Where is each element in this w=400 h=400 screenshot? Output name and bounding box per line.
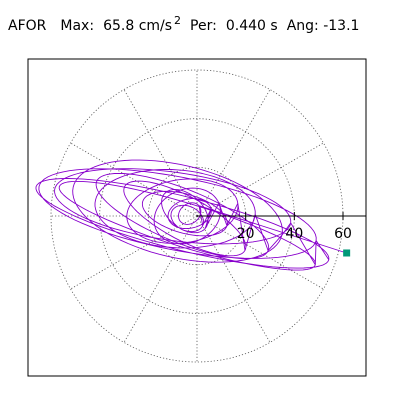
per-value: 0.440 xyxy=(225,18,266,34)
max-unit-exponent: 2 xyxy=(174,14,182,27)
grid-spoke-30 xyxy=(196,142,324,217)
max-unit: cm/s xyxy=(138,18,173,34)
max-label: Max: xyxy=(60,18,95,34)
grid-spoke-150 xyxy=(70,142,198,217)
end-marker xyxy=(343,249,351,257)
ang-value: -13.1 xyxy=(323,18,360,34)
end-marker-group xyxy=(343,249,351,257)
grid-spoke-120 xyxy=(123,89,198,217)
grid-spoke-240 xyxy=(123,215,198,343)
per-label: Per: xyxy=(190,18,217,34)
tick-label-60: 60 xyxy=(334,226,352,242)
max-value: 65.8 xyxy=(103,18,135,34)
tick-label-20: 20 xyxy=(237,226,255,242)
header: AFOR Max: 65.8 cm/s 2 Per: 0.440 s Ang: -13.1 xyxy=(8,14,360,35)
grid-spoke-60 xyxy=(196,89,271,217)
grid-spoke-330 xyxy=(196,215,324,290)
per-unit: s xyxy=(270,18,278,34)
ang-label: Ang: xyxy=(286,18,319,34)
trace-path xyxy=(35,159,347,271)
orbit-trace xyxy=(35,159,347,271)
radial-tick-labels: 20 40 60 xyxy=(237,212,352,242)
station-label: AFOR xyxy=(8,18,47,34)
grid-spoke-300 xyxy=(196,215,271,343)
tick-label-40: 40 xyxy=(285,226,303,242)
grid-spoke-210 xyxy=(70,215,198,290)
